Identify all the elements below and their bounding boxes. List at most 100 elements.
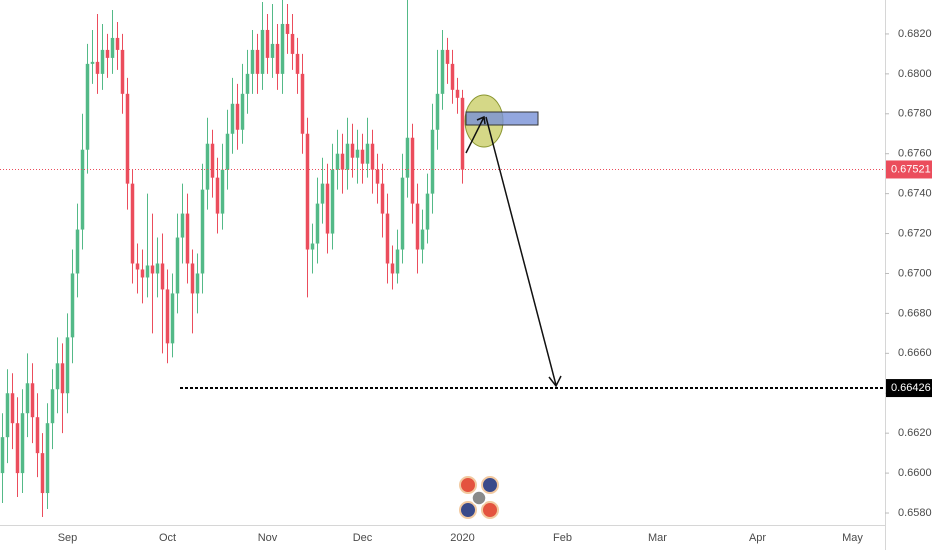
candle-body <box>420 229 425 250</box>
candle-body <box>330 169 335 234</box>
candle-body <box>180 213 185 238</box>
plot-area <box>0 0 885 518</box>
candle-body <box>295 53 300 74</box>
candle-body <box>340 153 345 170</box>
candle-body <box>80 149 85 230</box>
candle-body <box>400 177 405 250</box>
candle-body <box>100 49 105 74</box>
candle-body <box>385 213 390 264</box>
candle-body <box>155 263 160 274</box>
candle-body <box>255 49 260 74</box>
candle-body <box>360 149 365 164</box>
price-label: 0.67521 <box>891 163 931 175</box>
candle-body <box>325 183 330 234</box>
candle-body <box>150 265 155 274</box>
candle-body <box>245 73 250 94</box>
candle-body <box>5 393 10 438</box>
event-icon <box>481 476 499 494</box>
candle-body <box>240 93 245 130</box>
y-tick-label: 0.68200 <box>898 28 932 40</box>
candle-body <box>25 383 30 414</box>
candle-body <box>190 263 195 294</box>
candle-body <box>70 273 75 338</box>
candle-body <box>355 149 360 158</box>
candle-body <box>125 93 130 184</box>
candle-body <box>265 29 270 58</box>
x-tick-label: Dec <box>353 532 373 544</box>
candle-body <box>430 129 435 194</box>
candle-body <box>85 63 90 150</box>
drawings <box>464 94 562 388</box>
candle-body <box>30 383 35 418</box>
candle-body <box>20 413 25 474</box>
candle-body <box>115 37 120 50</box>
x-tick-label: Feb <box>553 532 572 544</box>
candle-body <box>65 337 70 394</box>
x-tick-label: May <box>842 532 863 544</box>
arrow-head <box>548 375 562 388</box>
candle-body <box>280 23 285 74</box>
candle-body <box>40 453 45 494</box>
event-icon <box>459 501 477 519</box>
candle-body <box>160 263 165 290</box>
x-tick-label: Oct <box>159 532 176 544</box>
candle-body <box>120 49 125 94</box>
x-tick-label: 2020 <box>450 532 474 544</box>
x-tick-label: Apr <box>749 532 766 544</box>
candle-body <box>300 73 305 134</box>
x-tick-label: Sep <box>58 532 78 544</box>
candle-body <box>10 393 15 424</box>
candle-body <box>320 183 325 204</box>
candle-body <box>275 43 280 74</box>
candle-body <box>205 143 210 190</box>
candle-body <box>365 143 370 164</box>
arrow-up <box>465 116 485 154</box>
candle-body <box>335 153 340 170</box>
candle-body <box>15 423 20 474</box>
candle-body <box>35 417 40 454</box>
candle-body <box>130 183 135 264</box>
target-label-box <box>886 379 932 398</box>
candle-body <box>75 229 80 274</box>
x-tick-label: Mar <box>648 532 667 544</box>
candle-body <box>195 273 200 294</box>
x-tick-label: Nov <box>258 532 278 544</box>
candle-body <box>395 249 400 274</box>
candle-body <box>370 143 375 170</box>
target-label: 0.66426 <box>891 382 931 394</box>
candle-body <box>95 61 100 74</box>
candle-body <box>260 29 265 74</box>
candle-body <box>90 61 95 64</box>
candle-body <box>220 169 225 214</box>
candle-body <box>270 43 275 58</box>
candle-body <box>425 193 430 230</box>
candle-body <box>175 237 180 294</box>
event-icon <box>481 501 499 519</box>
candle-body <box>310 243 315 250</box>
candle-body <box>350 143 355 158</box>
candle-body <box>390 263 395 274</box>
candle-body <box>200 189 205 274</box>
candle-body <box>105 49 110 58</box>
arrow-head <box>476 115 486 125</box>
candle-body <box>455 89 460 98</box>
candle-body <box>415 203 420 250</box>
event-icons <box>459 476 499 519</box>
price-label-box <box>886 160 932 179</box>
candle-body <box>225 133 230 170</box>
candle-body <box>55 363 60 390</box>
candle-body <box>380 183 385 214</box>
candle-body <box>60 363 65 394</box>
candle-body <box>230 103 235 134</box>
candle-body <box>445 49 450 64</box>
